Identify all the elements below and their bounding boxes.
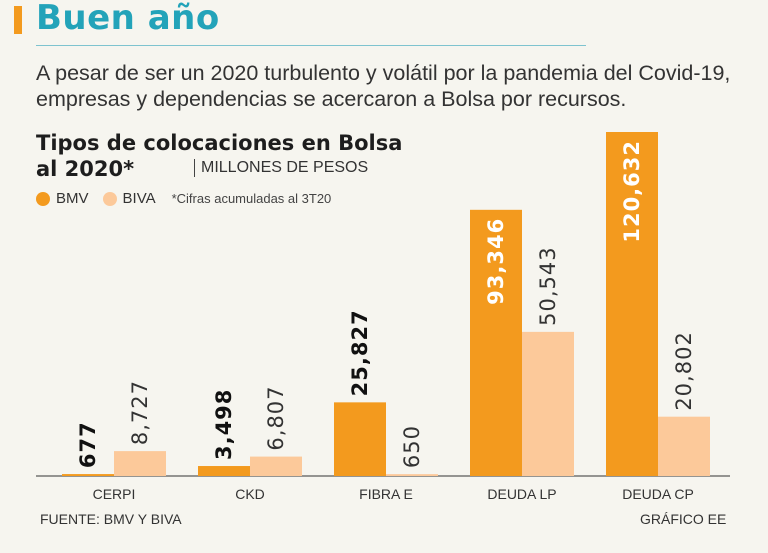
chart-title-line1: Tipos de colocaciones en Bolsa — [36, 131, 403, 155]
category-label-4: DEUDA LP — [487, 486, 556, 502]
legend: BMV BIVA *Cifras acumuladas al 3T20 — [36, 190, 331, 207]
category-label-2: CKD — [235, 486, 265, 502]
graphic-credit: GRÁFICO EE — [640, 511, 727, 527]
value-label-biva-5: 20,802 — [672, 331, 696, 410]
divider — [36, 45, 586, 46]
bar-bmv-2 — [198, 466, 250, 476]
source-note: FUENTE: BMV Y BIVA — [40, 511, 182, 527]
value-label-bmv-3: 25,827 — [348, 309, 372, 396]
legend-label-biva: BIVA — [122, 190, 156, 207]
bar-biva-2 — [250, 456, 302, 476]
lede: A pesar de ser un 2020 turbulento y volá… — [36, 61, 731, 111]
bar-biva-4 — [522, 331, 574, 476]
chart-title-line2: al 2020* — [36, 157, 135, 181]
bar-biva-3 — [386, 474, 438, 476]
value-label-bmv-2: 3,498 — [212, 389, 236, 460]
category-label-5: DEUDA CP — [622, 486, 694, 502]
bar-biva-1 — [114, 451, 166, 476]
chart-unit: MILLONES DE PESOS — [194, 159, 368, 177]
bar-bmv-4 — [470, 209, 522, 477]
value-label-bmv-1: 677 — [76, 421, 100, 468]
bar-biva-5 — [658, 416, 710, 476]
value-label-bmv-4: 93,346 — [484, 218, 508, 305]
chart-title: Tipos de colocaciones en Bolsa al 2020* — [36, 130, 402, 182]
value-label-biva-4: 50,543 — [536, 246, 560, 325]
value-label-biva-3: 650 — [400, 425, 424, 468]
value-label-bmv-5: 120,632 — [620, 140, 644, 243]
bar-bmv-5 — [606, 132, 658, 476]
bar-bmv-1 — [62, 474, 114, 476]
headline: Buen año — [36, 0, 220, 38]
category-label-3: FIBRA E — [359, 486, 413, 502]
bar-bmv-3 — [334, 402, 386, 476]
accent-bar — [14, 6, 22, 34]
value-label-biva-1: 8,727 — [128, 380, 152, 445]
legend-label-bmv: BMV — [56, 190, 89, 207]
legend-swatch-biva — [102, 191, 117, 206]
category-label-1: CERPI — [93, 486, 136, 502]
legend-swatch-bmv — [36, 191, 50, 206]
legend-item-biva: BIVA — [102, 190, 156, 207]
value-label-biva-2: 6,807 — [264, 385, 288, 450]
legend-note: *Cifras acumuladas al 3T20 — [171, 191, 332, 206]
legend-item-bmv: BMV — [36, 190, 89, 207]
